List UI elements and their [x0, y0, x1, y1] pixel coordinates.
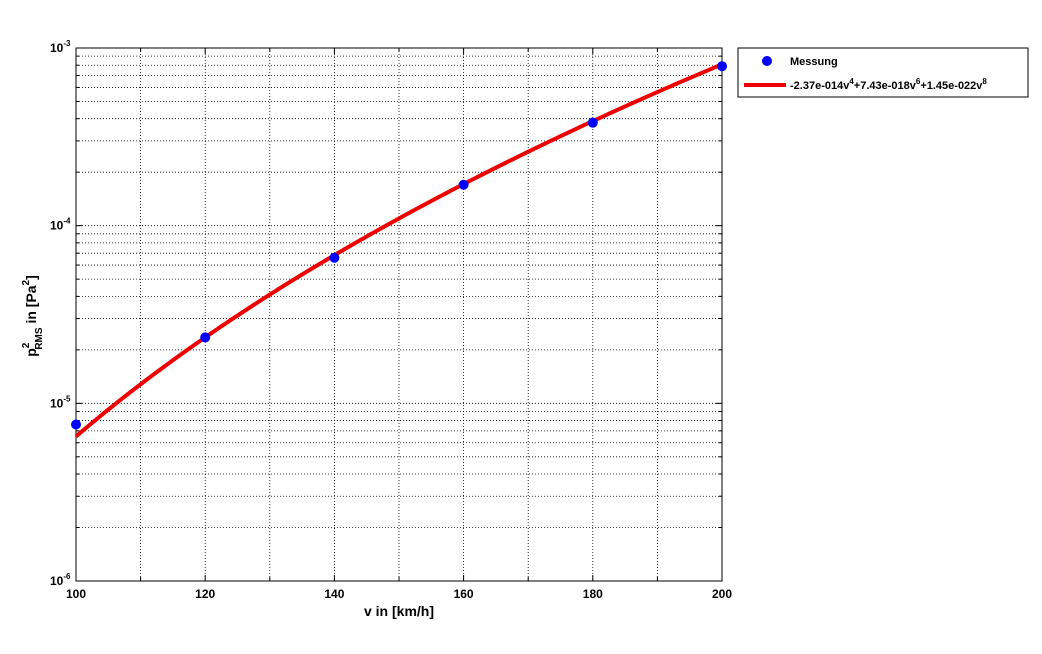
y-tick-label-base: 10	[50, 396, 64, 410]
legend-fit-exponent: 8	[982, 77, 987, 86]
y-tick-label-base: 10	[50, 219, 64, 233]
y-tick-label-base: 10	[50, 41, 64, 55]
legend-fit-exponent: 6	[916, 77, 921, 86]
y-tick-labels: 10-610-510-410-3	[50, 39, 71, 588]
data-point-messung	[329, 252, 340, 263]
y-tick-label: 10-3	[50, 39, 71, 55]
data-point-messung	[587, 117, 598, 128]
data-point-messung	[71, 419, 81, 430]
y-tick-label: 10-4	[50, 217, 71, 233]
legend-label-messung: Messung	[790, 56, 838, 68]
y-axis-label-sub: RMS	[34, 327, 45, 350]
legend-fit-term: +7.43e-018v	[854, 80, 917, 92]
plot-frame	[75, 47, 723, 582]
y-tick-label-exp: -5	[63, 394, 71, 403]
data-point-messung	[717, 61, 727, 72]
legend-box	[737, 47, 1029, 98]
legend-label-fit: -2.37e-014v4+7.43e-018v6+1.45e-022v8	[790, 77, 987, 92]
x-tick-label: 140	[324, 587, 344, 601]
y-tick-label: 10-6	[50, 572, 71, 588]
grid	[76, 48, 722, 581]
data-point-messung	[200, 332, 211, 343]
legend-fit-exponent: 4	[849, 77, 854, 86]
legend-fit-term: +1.45e-022v	[920, 80, 983, 92]
x-tick-labels: 100 120 140 160 180 200	[66, 587, 732, 601]
y-tick-label: 10-5	[50, 394, 71, 410]
x-tick-label: 160	[454, 587, 474, 601]
y-tick-label-exp: -4	[63, 217, 71, 226]
x-tick-label: 180	[583, 587, 603, 601]
legend-marker-messung	[762, 56, 772, 66]
legend: Messung -2.37e-014v4+7.43e-018v6+1.45e-0…	[737, 47, 1029, 98]
x-tick-label: 200	[712, 587, 732, 601]
y-axis-label-sup: 2	[21, 342, 32, 348]
y-axis-label-close: ]	[23, 275, 39, 280]
y-axis-label-rest: in [Pa	[23, 285, 39, 327]
x-tick-label: 100	[66, 587, 86, 601]
y-tick-label-base: 10	[50, 574, 64, 588]
y-axis-label-unit-sup: 2	[21, 279, 32, 285]
y-axis-label-base: p	[23, 348, 39, 357]
series	[71, 61, 727, 438]
y-tick-label-exp: -6	[63, 572, 71, 581]
x-axis-label: v in [km/h]	[364, 603, 434, 619]
legend-fit-term: -2.37e-014v	[790, 80, 850, 92]
y-tick-label-exp: -3	[63, 39, 71, 48]
x-tick-label: 120	[195, 587, 215, 601]
data-point-messung	[458, 179, 469, 190]
fit-curve	[74, 62, 723, 438]
y-axis-label: p2 RMS in [Pa2]	[21, 275, 45, 357]
